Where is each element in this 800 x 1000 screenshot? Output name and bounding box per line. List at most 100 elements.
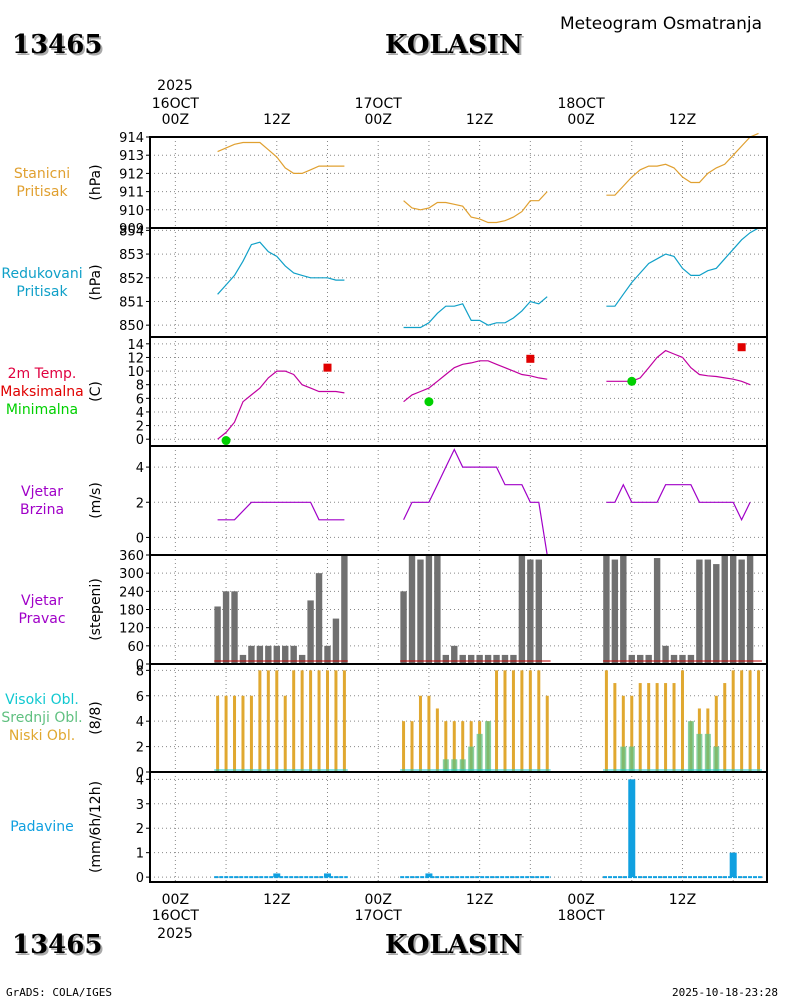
direction-bar [434, 555, 441, 664]
low-cloud-bar [520, 670, 524, 772]
direction-bar [425, 555, 433, 664]
top-year: 2025 [157, 78, 193, 94]
time-tick-label: 12Z [450, 892, 510, 924]
low-cloud-bar [292, 670, 296, 772]
y-tick-label: 0 [136, 433, 144, 448]
y-tick-label: 120 [119, 622, 144, 637]
low-cloud-bar [613, 683, 617, 772]
tick-time: 12Z [668, 892, 697, 908]
direction-bar [341, 555, 348, 664]
y-tick-label: 2 [136, 741, 144, 756]
low-cloud-bar [233, 695, 237, 772]
panel-reduced_pressure: 850 851 852 853 854 (hPa) [88, 224, 768, 338]
panel-label-wind_direction: Vjetar Pravac [0, 592, 84, 628]
tick-date: 18OCT [557, 908, 605, 924]
direction-bar [662, 645, 669, 664]
series-line [217, 370, 345, 440]
panel-label-precipitation: Padavine [0, 818, 84, 836]
mid-cloud-bar [451, 759, 458, 772]
low-cloud-bar [731, 670, 735, 772]
direction-bar [611, 559, 619, 664]
panel-wind_direction: 0 60 120 180 240 300 360 (stepeni) [88, 549, 768, 673]
panel-label-line: Pritisak [16, 283, 68, 300]
panel-label-wind_speed: Vjetar Brzina [0, 483, 84, 519]
y-tick-label: 853 [119, 248, 144, 263]
direction-bar [298, 654, 306, 664]
direction-bar [484, 654, 492, 664]
low-cloud-bar [537, 670, 541, 772]
series-line [403, 360, 548, 403]
tmin-marker [424, 397, 434, 407]
y-tick-label: 12 [127, 351, 144, 366]
panel-label-line: Stanicni [13, 165, 71, 182]
direction-bar [738, 559, 745, 664]
low-cloud-bar [511, 670, 515, 772]
y-axis-unit: (hPa) [88, 164, 104, 200]
direction-bar [290, 645, 297, 664]
low-cloud-bar [748, 670, 752, 772]
y-tick-label: 14 [127, 338, 144, 353]
tmin-marker [221, 436, 231, 446]
y-tick-label: 1 [136, 847, 144, 862]
panel-label-line: Visoki Obl. [5, 692, 79, 708]
tick-date: 17OCT [354, 908, 402, 924]
low-cloud-bar [545, 695, 549, 772]
y-tick-label: 0 [136, 766, 144, 781]
low-cloud-bar [740, 670, 744, 772]
y-tick-label: 4 [136, 773, 144, 788]
panel-label-reduced_pressure: Redukovani Pritisak [0, 265, 84, 301]
mid-cloud-bar [620, 746, 627, 772]
y-tick-label: 4 [136, 406, 144, 421]
y-tick-label: 3 [136, 798, 144, 813]
low-cloud-bar [342, 670, 346, 772]
tick-time: 12Z [263, 892, 291, 908]
panel-frame [149, 336, 768, 447]
direction-bar [239, 654, 247, 664]
direction-bar [637, 654, 644, 664]
series-line [217, 141, 345, 174]
panel-frame [149, 227, 768, 338]
direction-bar [653, 558, 661, 664]
panel-label-line: Minimalna [5, 401, 79, 418]
series-line [217, 241, 345, 295]
time-tick-label: 16OCT 00Z [145, 96, 205, 128]
low-cloud-bar [266, 670, 270, 772]
series-line [606, 227, 759, 307]
direction-bar [679, 654, 686, 664]
y-tick-label: 911 [119, 186, 144, 201]
y-tick-label: 4 [136, 461, 144, 476]
tick-date: 16OCT [151, 908, 199, 924]
direction-bar [476, 654, 483, 664]
y-tick-label: 850 [119, 319, 144, 334]
series-line [606, 132, 759, 196]
tick-date [652, 908, 712, 924]
direction-bar [713, 564, 720, 664]
software-credit: GrADS: COLA/IGES [6, 986, 112, 999]
low-cloud-bar [757, 670, 761, 772]
tick-time: 00Z [567, 892, 595, 908]
low-cloud-bar [638, 683, 642, 772]
low-cloud-bar [275, 670, 279, 772]
y-tick-label: 852 [119, 272, 144, 287]
y-axis-unit: (hPa) [88, 264, 104, 300]
direction-bar [324, 645, 331, 664]
time-tick-label: 12Z [247, 892, 307, 924]
series-line [403, 191, 548, 224]
low-cloud-bar [410, 721, 414, 772]
series-line [217, 501, 345, 521]
y-tick-label: 910 [119, 204, 144, 219]
direction-bar [282, 645, 289, 664]
mid-cloud-bar [459, 759, 466, 772]
direction-bar [670, 654, 678, 664]
direction-bar [332, 618, 340, 664]
low-cloud-bar [461, 721, 465, 772]
direction-bar [645, 654, 652, 664]
direction-bar [307, 600, 314, 664]
precip-bar [628, 779, 636, 878]
panel-label-line: Vjetar [21, 592, 63, 609]
time-tick-label: 18OCT 00Z [551, 96, 611, 128]
mid-cloud-bar [468, 746, 475, 772]
low-cloud-bar [435, 708, 439, 772]
time-tick-label: 12Z [652, 892, 712, 924]
tick-date: 18OCT [557, 96, 605, 112]
